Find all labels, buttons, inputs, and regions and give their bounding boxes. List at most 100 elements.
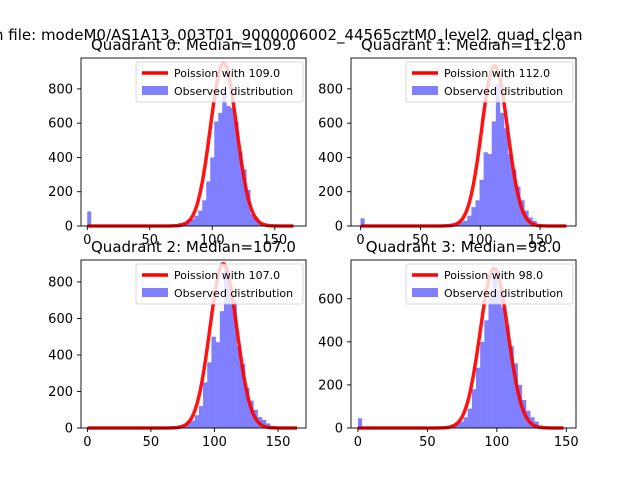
histogram-bar (198, 210, 203, 226)
y-tick-label: 800 (318, 82, 343, 97)
histogram-bar (190, 219, 195, 226)
histogram-bar (512, 169, 517, 226)
histogram-bar (513, 363, 518, 428)
histogram-bar (488, 296, 493, 428)
histogram-bar (211, 336, 216, 428)
x-tick-label: 150 (528, 233, 553, 248)
legend-hist-label: Observed distribution (174, 85, 293, 98)
histogram-bar (198, 406, 204, 428)
y-tick-label: 400 (48, 151, 73, 166)
x-tick-label: 50 (141, 233, 158, 248)
histogram-bar (230, 107, 235, 226)
histogram-bar (186, 421, 191, 428)
histogram-bar (499, 112, 505, 226)
legend-hist-swatch (142, 288, 168, 297)
histogram-bar (190, 420, 195, 428)
histogram-bar-outlier (357, 418, 363, 428)
subplot-title: Quadrant 2: Median=107.0 (91, 238, 296, 256)
histogram-bar (492, 277, 498, 428)
y-tick-label: 600 (318, 117, 343, 132)
histogram-bar (463, 220, 468, 226)
histogram-bar (476, 367, 481, 428)
histogram-bar (238, 152, 243, 226)
y-tick-label: 600 (318, 292, 343, 307)
figure-suptitle: n file: modeM0/AS1A13_003T01_9000006002_… (0, 26, 583, 45)
y-tick-label: 600 (48, 117, 73, 132)
legend-hist-swatch (412, 288, 438, 297)
histogram-bar (254, 217, 259, 226)
y-tick-label: 400 (318, 151, 343, 166)
y-tick-label: 0 (65, 220, 73, 235)
histogram-bar-outlier (87, 211, 92, 226)
legend-line-label: Poission with 107.0 (174, 269, 280, 282)
histogram-bar (459, 421, 464, 428)
histogram-bar (246, 190, 251, 226)
y-tick-label: 0 (335, 220, 343, 235)
histogram-bar (207, 362, 212, 428)
histogram-bar (228, 289, 233, 428)
axes-frame (80, 259, 307, 429)
y-tick-label: 400 (48, 348, 73, 363)
y-tick-label: 0 (335, 422, 343, 437)
histogram-bar (491, 121, 497, 226)
x-tick-label: 0 (356, 233, 364, 248)
legend-line-label: Poission with 109.0 (174, 67, 280, 80)
x-tick-label: 100 (200, 233, 225, 248)
y-tick-label: 800 (48, 275, 73, 290)
histogram-bar (509, 346, 514, 428)
x-tick-label: 150 (554, 435, 579, 450)
histogram-bar (232, 300, 237, 428)
histogram-bar (222, 92, 227, 227)
x-tick-label: 100 (202, 435, 227, 450)
histogram-bar (261, 419, 267, 428)
histogram-bar (503, 128, 509, 226)
histogram-bar (215, 342, 221, 428)
legend-box (135, 61, 304, 103)
histogram-bar (194, 215, 199, 226)
legend-box (405, 61, 574, 103)
legend-box (405, 263, 574, 305)
subplot-title: Quadrant 3: Median=98.0 (366, 238, 561, 256)
histogram-bar-outlier (360, 218, 365, 226)
legend-hist-label: Observed distribution (174, 287, 293, 300)
subplot-quadrant-3: 0 50 100 150 0 200 400 600 Quadrant 3: Median=98… (318, 238, 579, 450)
histogram-bar (517, 384, 523, 428)
subplot-title: Quadrant 0: Median=109.0 (91, 36, 296, 54)
histogram-bar (501, 307, 506, 428)
legend-hist-label: Observed distribution (444, 287, 563, 300)
axes-frame (80, 57, 307, 227)
histogram-bar (240, 364, 246, 428)
y-tick-label: 200 (48, 185, 73, 200)
y-tick-label: 200 (48, 385, 73, 400)
histogram-bar (203, 382, 208, 428)
x-tick-label: 0 (83, 233, 91, 248)
legend-hist-swatch (142, 86, 168, 95)
histogram-bar (479, 179, 484, 226)
histogram-bar (459, 221, 464, 226)
histogram-bar (495, 83, 501, 226)
axes-frame (350, 259, 577, 429)
histogram-bar (471, 389, 477, 428)
x-tick-label: 100 (468, 233, 493, 248)
histogram-bar (226, 106, 231, 226)
histogram-bar (194, 415, 200, 428)
histogram-bar (487, 154, 493, 226)
histogram-bar (516, 186, 521, 226)
histogram-bar (475, 200, 480, 226)
histogram-bar (242, 169, 247, 226)
x-tick-label: 150 (266, 435, 291, 450)
histogram-bar (249, 400, 254, 428)
subplot-title: Quadrant 1: Median=112.0 (361, 36, 566, 54)
y-tick-label: 600 (48, 312, 73, 327)
histogram-bar (206, 181, 211, 226)
histogram-bar (236, 345, 242, 428)
histogram-bar (508, 154, 513, 226)
y-tick-label: 200 (318, 378, 343, 393)
histogram-bar (463, 417, 468, 428)
histogram-bar (483, 152, 488, 226)
histogram-bar (210, 157, 215, 226)
legend-line-label: Poission with 112.0 (444, 67, 550, 80)
histogram-bar (234, 121, 239, 226)
legend-hist-swatch (412, 86, 438, 95)
subplot-quadrant-2: 0 50 100 150 0 200 400 600 800 Quadrant 2: Median… (48, 238, 307, 450)
